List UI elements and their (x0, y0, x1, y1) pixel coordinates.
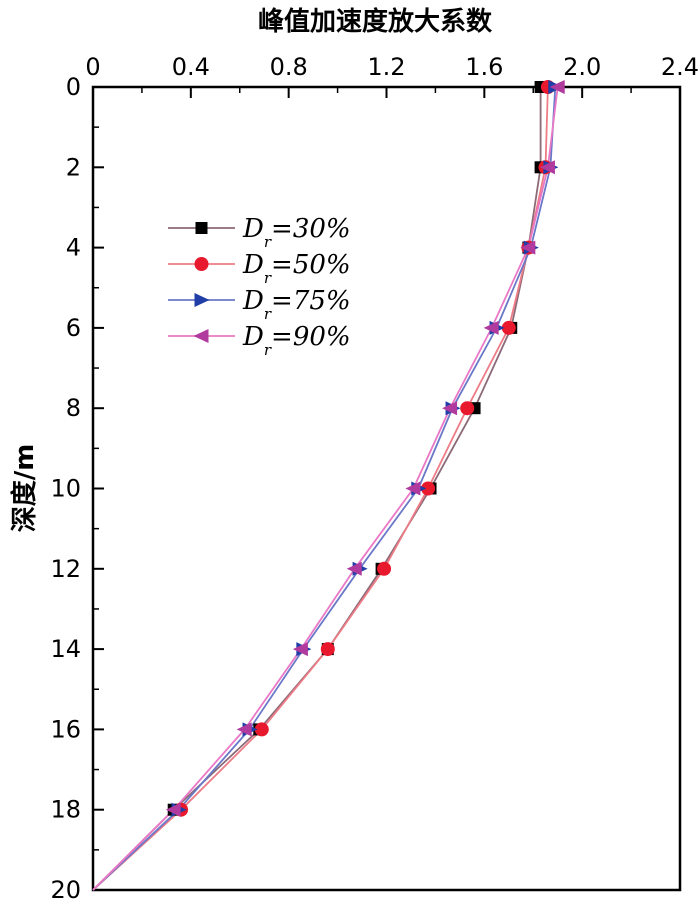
legend-label-tail: =50% (271, 250, 351, 280)
x-tick-label: 1.6 (465, 53, 503, 81)
data-point (549, 80, 565, 94)
legend-label-sub: r (264, 269, 272, 287)
series-line-1 (92, 87, 542, 891)
series-lines (92, 86, 559, 891)
y-tick-label: 14 (50, 635, 81, 663)
legend-label-sub: r (264, 341, 272, 359)
y-axis-title: 深度/m (9, 444, 40, 533)
legend-label-sub: r (264, 305, 272, 323)
data-point (539, 160, 555, 175)
legend-label-main: D (242, 250, 264, 280)
x-tick-label: 0.4 (172, 53, 210, 81)
legend-label-sub: r (264, 233, 272, 251)
data-point (377, 561, 392, 576)
x-tick-label: 0.8 (270, 53, 308, 81)
legend-label-tail: =90% (271, 322, 351, 352)
data-point (346, 561, 362, 576)
y-tick-label: 12 (50, 555, 81, 583)
x-tick-label: 2.4 (661, 53, 699, 81)
data-point (292, 642, 308, 657)
data-point (483, 320, 499, 335)
data-point (236, 722, 252, 737)
legend-label: Dr=30% (242, 214, 351, 251)
x-tick-label: 0 (85, 53, 100, 81)
data-point (460, 401, 475, 416)
legend-label-main: D (242, 286, 264, 316)
legend-label-main: D (242, 322, 264, 352)
series-markers (165, 80, 565, 817)
y-tick-label: 4 (66, 234, 81, 262)
series-line-2 (92, 86, 549, 891)
legend: Dr=30%Dr=50%Dr=75%Dr=90% (168, 214, 351, 359)
y-tick-label: 8 (66, 394, 81, 422)
y-tick-label: 10 (50, 475, 81, 503)
series-line-3 (92, 86, 557, 891)
legend-marker (193, 329, 209, 343)
legend-label: Dr=50% (242, 250, 351, 287)
legend-marker (194, 293, 210, 307)
x-axis-title: 峰值加速度放大系数 (258, 6, 493, 37)
x-tick-label: 2.0 (563, 53, 601, 81)
data-point (501, 320, 516, 335)
data-point (405, 481, 421, 496)
data-point (320, 642, 335, 657)
data-point (254, 722, 269, 737)
y-tick-label: 20 (50, 876, 81, 904)
ticks: 0 0.4 0.8 1.2 1.6 2.0 2.4 0 2 4 6 8 10 12 14 16 18 20 (50, 53, 699, 904)
legend-label-tail: =75% (271, 286, 351, 316)
series-line-4 (92, 86, 559, 891)
legend-marker (195, 222, 208, 234)
data-point (442, 401, 458, 416)
y-tick-label: 18 (50, 796, 81, 824)
legend-label: Dr=75% (242, 286, 351, 323)
y-tick-label: 16 (50, 715, 81, 743)
legend-marker (194, 257, 209, 271)
legend-label-tail: =30% (271, 214, 351, 244)
legend-label: Dr=90% (242, 322, 351, 359)
y-tick-label: 6 (66, 314, 81, 342)
legend-label-main: D (242, 214, 264, 244)
plot-frame (91, 85, 682, 892)
data-point (520, 240, 536, 255)
y-tick-label: 2 (66, 153, 81, 181)
data-point (165, 802, 181, 817)
y-tick-label: 0 (66, 73, 81, 101)
data-point (421, 481, 436, 496)
x-tick-label: 1.2 (367, 53, 405, 81)
